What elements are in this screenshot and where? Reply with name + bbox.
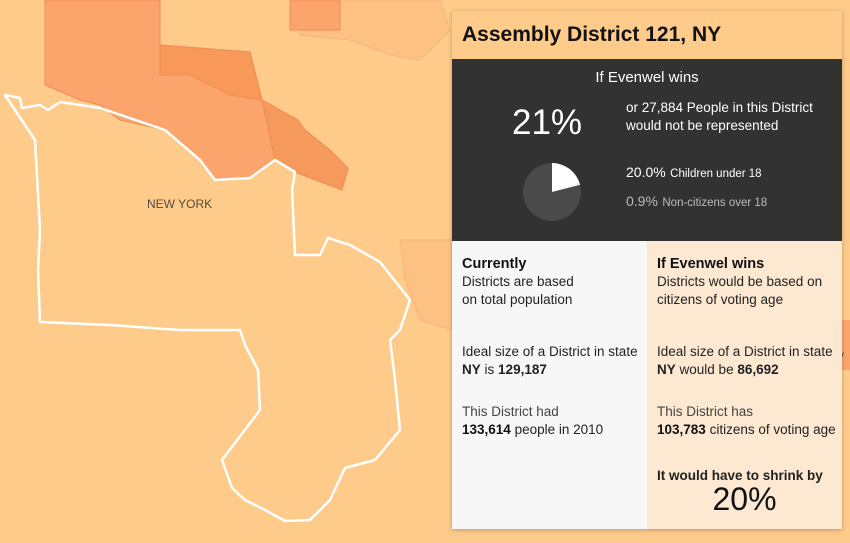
currently-ideal-size: Ideal size of a District in state NY is … (462, 343, 642, 379)
summary-heading: If Evenwel wins (595, 69, 699, 86)
state-code: NY (657, 362, 676, 377)
currently-title: Currently (462, 256, 527, 272)
has-suffix: citizens of voting age (709, 422, 836, 437)
pie-slice-unrepresented (552, 163, 581, 192)
ideal-size-value: 86,692 (737, 362, 779, 377)
panel-title: Assembly District 121, NY (462, 23, 722, 46)
district-edge[interactable] (842, 320, 850, 370)
currently-column: Currently Districts are based on total p… (452, 241, 647, 529)
ideal-size-prefix: Ideal size of a District in state (462, 344, 638, 359)
panel-header: Assembly District 121, NY (452, 11, 842, 59)
noncitizens-percent: 0.9% (626, 193, 658, 209)
is-word: is (484, 362, 495, 377)
district-east[interactable] (399, 239, 453, 331)
children-percent: 20.0% (626, 164, 666, 180)
children-stat: 20.0% Children under 18 (626, 164, 762, 182)
had-prefix: This District had (462, 404, 559, 419)
unrepresented-percent: 21% (512, 103, 583, 142)
currently-population: This District had 133,614 people in 2010 (462, 403, 642, 439)
evenwel-basis: Districts would be based on citizens of … (657, 274, 823, 307)
children-label: Children under 18 (670, 168, 762, 180)
ideal-size-prefix: Ideal size of a District in state (657, 344, 833, 359)
district-orange-3[interactable] (289, 0, 341, 31)
shrink-percent: 20% (712, 481, 777, 517)
has-prefix: This District has (657, 404, 754, 419)
evenwel-citizens: This District has 103,783 citizens of vo… (657, 403, 837, 439)
ideal-size-value: 129,187 (498, 362, 547, 377)
had-suffix: people in 2010 (514, 422, 604, 437)
unrepresented-people-text: or 27,884 People in this District would … (626, 100, 813, 133)
selected-district-outline[interactable] (3, 93, 412, 523)
unrepresented-pie-chart (523, 163, 581, 221)
shrink-label: It would have to shrink by (657, 468, 823, 483)
district-info-panel: Assembly District 121, NY If Evenwel win… (452, 11, 842, 529)
map-label-new-york: NEW YORK (147, 197, 213, 211)
noncitizens-stat: 0.9% Non-citizens over 18 (626, 193, 767, 211)
has-value: 103,783 (657, 422, 706, 437)
evenwel-summary: If Evenwel wins 21% or 27,884 People in … (452, 59, 842, 241)
state-code: NY (462, 362, 481, 377)
noncitizens-label: Non-citizens over 18 (662, 197, 768, 209)
evenwel-ideal-size: Ideal size of a District in state NY wou… (657, 343, 837, 379)
had-value: 133,614 (462, 422, 511, 437)
currently-basis: Districts are based on total population (462, 274, 574, 307)
if-evenwel-wins-column: If Evenwel wins Districts would be based… (647, 241, 842, 529)
would-be-word: would be (679, 362, 734, 377)
district-orange-2[interactable] (159, 44, 263, 101)
evenwel-title: If Evenwel wins (657, 256, 765, 272)
